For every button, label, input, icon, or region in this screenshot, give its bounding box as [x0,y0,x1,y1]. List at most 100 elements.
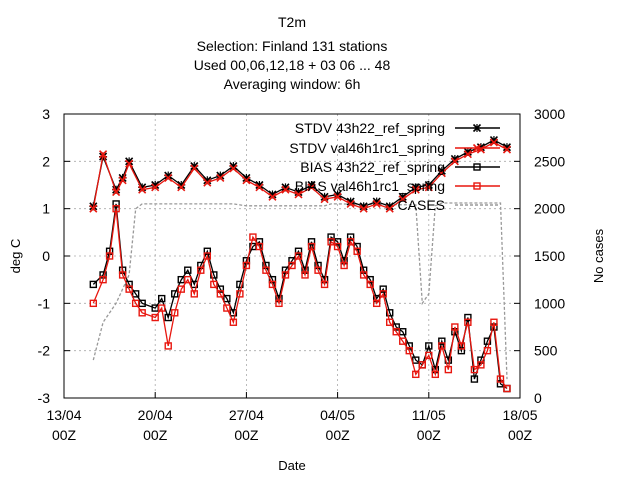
series-1 [89,138,512,213]
data-point [177,183,186,192]
y-tick-label: 1 [42,201,50,217]
data-point [464,313,472,322]
data-point-stroke [216,173,225,182]
data-point [255,183,264,192]
data-point [477,361,485,369]
data-point [268,192,277,201]
data-point [118,271,127,279]
x-axis-label: Date [278,458,305,473]
data-point-stroke [242,176,251,185]
data-point-stroke [177,183,186,192]
data-point [496,375,505,383]
data-point-stroke [229,164,238,173]
data-point [125,159,134,168]
data-point-stroke [190,164,199,173]
y-axis-label: deg C [8,239,23,274]
title-line-4: Averaging window: 6h [223,76,361,92]
data-point [346,238,355,246]
data-point [464,318,472,326]
data-point-stroke [164,173,173,182]
y2-tick-label: 2500 [534,153,565,169]
data-point-stroke [307,183,316,192]
data-point [158,304,166,312]
series-layer [89,135,512,393]
data-point [444,365,453,374]
data-point [197,266,205,274]
data-point [366,280,374,289]
data-point [171,309,179,317]
data-point [216,290,225,298]
y-tick-label: 0 [42,248,50,264]
data-point [242,176,251,185]
data-point [138,185,147,194]
plot-frame [63,113,521,399]
data-point-stroke [424,183,433,192]
data-point [386,318,394,326]
data-point-stroke [333,192,342,201]
data-point [412,370,420,379]
data-point [236,290,244,298]
legend-label: BIAS val46h1rc1_spring [295,178,445,194]
x-tick-label: 04/05 [320,407,355,423]
data-point-stroke [203,178,212,187]
y2-tick-label: 2000 [534,201,565,217]
data-point [327,233,335,241]
data-point [138,309,146,317]
series-line [92,202,508,380]
data-point [399,337,407,345]
data-point [125,285,133,293]
data-point [197,261,205,270]
data-point-stroke [138,185,147,194]
data-point-stroke [294,190,303,199]
data-point [242,261,251,270]
data-point [249,233,257,241]
data-point [89,280,98,289]
data-point [398,195,407,204]
data-point [294,190,303,199]
data-point-stroke [476,145,485,154]
data-point [372,299,381,308]
legend-label: STDV 43h22_ref_spring [295,120,445,136]
data-point [131,299,140,308]
data-point-stroke [385,204,394,213]
data-point [184,266,192,274]
data-point-stroke [89,204,98,213]
data-point [203,247,212,255]
legend: STDV 43h22_ref_spring STDV val46h1rc1_spr… [289,120,500,213]
y-tick-label: -2 [38,343,51,359]
data-point [294,247,303,255]
data-point-stroke [99,150,108,159]
data-point [477,356,485,364]
data-point [473,163,481,171]
data-point [307,242,316,251]
data-point-stroke [112,188,121,197]
y2-tick-label: 3000 [534,106,565,122]
data-point-stroke [151,183,160,192]
data-point [470,375,479,383]
data-point [359,271,368,279]
data-point [216,173,225,182]
data-point [502,145,512,154]
data-point [112,204,120,213]
data-point-stroke [359,204,368,213]
data-point [418,361,426,369]
data-point [438,337,446,345]
data-point [411,185,420,194]
y2-tick-label: 1500 [534,248,565,264]
data-point [184,275,192,284]
legend-label: CASES [398,197,445,213]
data-point-stroke [502,145,512,154]
data-point [89,299,98,308]
data-point [171,290,179,298]
x-tick-label: 11/05 [412,407,446,423]
data-point [379,290,387,298]
data-point [372,199,381,208]
x-tick-label: 18/05 [502,407,537,423]
data-point [268,280,277,289]
x-tick-label-time: 00Z [52,427,77,443]
data-point [99,275,107,284]
y2-tick-label: 1000 [534,295,565,311]
data-point [472,123,482,133]
data-point [327,238,335,246]
